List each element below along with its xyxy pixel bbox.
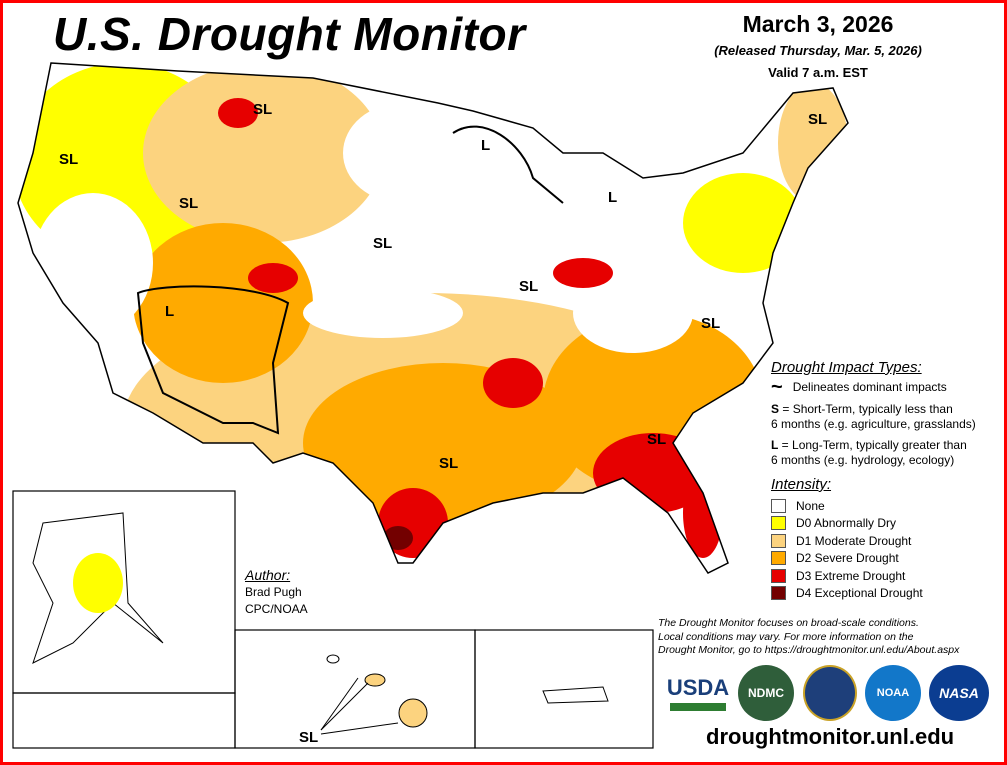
delineates-text: Delineates dominant impacts [792,380,947,394]
impact-label: L [481,137,491,154]
impact-label: SL [701,315,721,332]
l-text2: 6 months (e.g. hydrology, ecology) [771,453,955,467]
impact-label: SL [808,111,828,128]
impact-label: SL [439,455,459,472]
note-line: Local conditions may vary. For more info… [658,630,914,643]
hawaii-islands [320,654,428,735]
intensity-swatch [771,498,786,513]
intensity-swatch [771,551,786,566]
s-text: = Short-Term, typically less than [779,402,953,416]
l-text: = Long-Term, typically greater than [778,438,967,452]
noaa-logo: NOAA [865,665,921,721]
impact-label: SL [253,101,273,118]
legend: Drought Impact Types: ~ Delineates domin… [771,359,976,602]
intensity-label: D0 Abnormally Dry [796,516,897,531]
impact-label: SL [373,235,393,252]
intensity-label: D1 Moderate Drought [796,533,912,548]
us-outline [17,62,849,574]
intensity-label: D3 Extreme Drought [796,568,906,583]
impact-boundary-west [136,285,290,435]
impact-types-heading: Drought Impact Types: [771,359,922,376]
intensity-label: None [796,498,825,513]
valid-time: Valid 7 a.m. EST [768,65,868,80]
intensity-swatch [771,568,786,583]
intensity-legend-item: None [771,497,976,515]
intensity-legend-item: D2 Severe Drought [771,550,976,568]
intensity-label: D2 Severe Drought [796,551,899,566]
page-title: U.S. Drought Monitor [53,8,526,60]
author-name: Brad Pugh [245,585,302,599]
impact-label: L [165,303,175,320]
l-key: L [771,438,779,452]
intensity-swatch [771,586,786,601]
intensity-legend-item: D3 Extreme Drought [771,567,976,585]
tilde-line-icon: ~ [771,376,783,398]
intensity-legend-item: D0 Abnormally Dry [771,515,976,533]
note-line: Drought Monitor, go to https://droughtmo… [658,644,960,656]
author-block: Author: Brad Pugh CPC/NOAA [245,567,308,618]
note-line: The Drought Monitor focuses on broad-sca… [658,617,919,629]
author-org: CPC/NOAA [245,602,308,616]
impact-boundary-north [452,125,564,204]
intensity-label: D4 Exceptional Drought [796,586,923,601]
intensity-swatch [771,516,786,531]
usda-logo: USDA [667,665,729,721]
us-drought-map [12,62,849,749]
disclaimer-note: The Drought Monitor focuses on broad-sca… [658,617,959,658]
nasa-logo: NASA [929,665,989,721]
inset-boxes [12,490,654,749]
author-heading: Author: [245,567,291,583]
intensity-legend-item: D4 Exceptional Drought [771,585,976,603]
s-key: S [771,402,780,416]
release-date: (Released Thursday, Mar. 5, 2026) [714,43,922,58]
impact-label: SL [179,195,199,212]
puerto-rico-shape [542,686,609,704]
hawaii-impact-label: SL [299,729,319,746]
map-date: March 3, 2026 [742,11,894,37]
website-url[interactable]: droughtmonitor.unl.edu [706,724,955,749]
ndmc-logo: NDMC [738,665,794,721]
impact-label: SL [59,151,79,168]
impact-label: SL [647,431,667,448]
impact-label: SL [519,278,539,295]
commerce-seal [803,665,857,721]
intensity-legend-item: D1 Moderate Drought [771,532,976,550]
s-text2: 6 months (e.g. agriculture, grasslands) [771,417,976,431]
impact-label: L [608,189,618,206]
intensity-swatch [771,533,786,548]
intensity-heading: Intensity: [771,476,832,493]
